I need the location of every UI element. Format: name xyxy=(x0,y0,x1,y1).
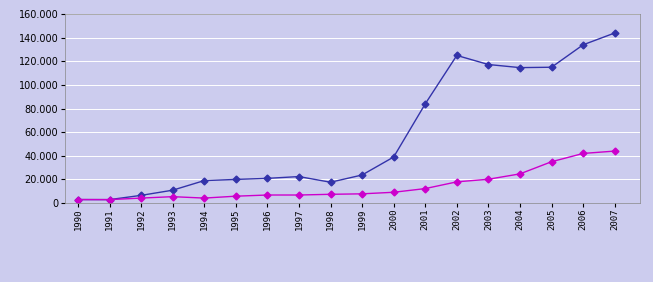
Studenti all'estero xyxy=(390,155,398,159)
Studenti ritornati xyxy=(137,196,145,200)
Studenti all'estero xyxy=(453,54,461,57)
Studenti ritornati xyxy=(106,198,114,201)
Studenti ritornati xyxy=(390,191,398,194)
Studenti all'estero xyxy=(232,178,240,181)
Studenti all'estero xyxy=(74,198,82,201)
Studenti ritornati xyxy=(326,193,334,196)
Studenti all'estero xyxy=(137,194,145,197)
Studenti all'estero xyxy=(263,177,271,180)
Studenti ritornati xyxy=(263,193,271,197)
Studenti all'estero xyxy=(516,66,524,69)
Studenti ritornati xyxy=(74,198,82,201)
Studenti ritornati xyxy=(485,178,492,181)
Line: Studenti all'estero: Studenti all'estero xyxy=(76,30,617,202)
Studenti ritornati xyxy=(295,193,303,197)
Studenti all'estero xyxy=(200,179,208,182)
Studenti ritornati xyxy=(200,196,208,200)
Line: Studenti ritornati: Studenti ritornati xyxy=(76,149,617,202)
Studenti ritornati xyxy=(358,192,366,195)
Studenti all'estero xyxy=(421,102,429,105)
Studenti all'estero xyxy=(485,63,492,66)
Studenti ritornati xyxy=(168,195,176,198)
Studenti ritornati xyxy=(516,172,524,176)
Studenti ritornati xyxy=(548,160,556,163)
Studenti all'estero xyxy=(168,188,176,192)
Studenti ritornati xyxy=(232,195,240,198)
Studenti all'estero xyxy=(295,175,303,178)
Studenti all'estero xyxy=(611,31,618,35)
Studenti all'estero xyxy=(106,198,114,201)
Studenti all'estero xyxy=(548,65,556,69)
Studenti ritornati xyxy=(453,180,461,184)
Studenti ritornati xyxy=(579,152,587,155)
Studenti all'estero xyxy=(358,173,366,177)
Studenti all'estero xyxy=(326,180,334,184)
Studenti all'estero xyxy=(579,43,587,47)
Studenti ritornati xyxy=(421,187,429,190)
Studenti ritornati xyxy=(611,149,618,153)
